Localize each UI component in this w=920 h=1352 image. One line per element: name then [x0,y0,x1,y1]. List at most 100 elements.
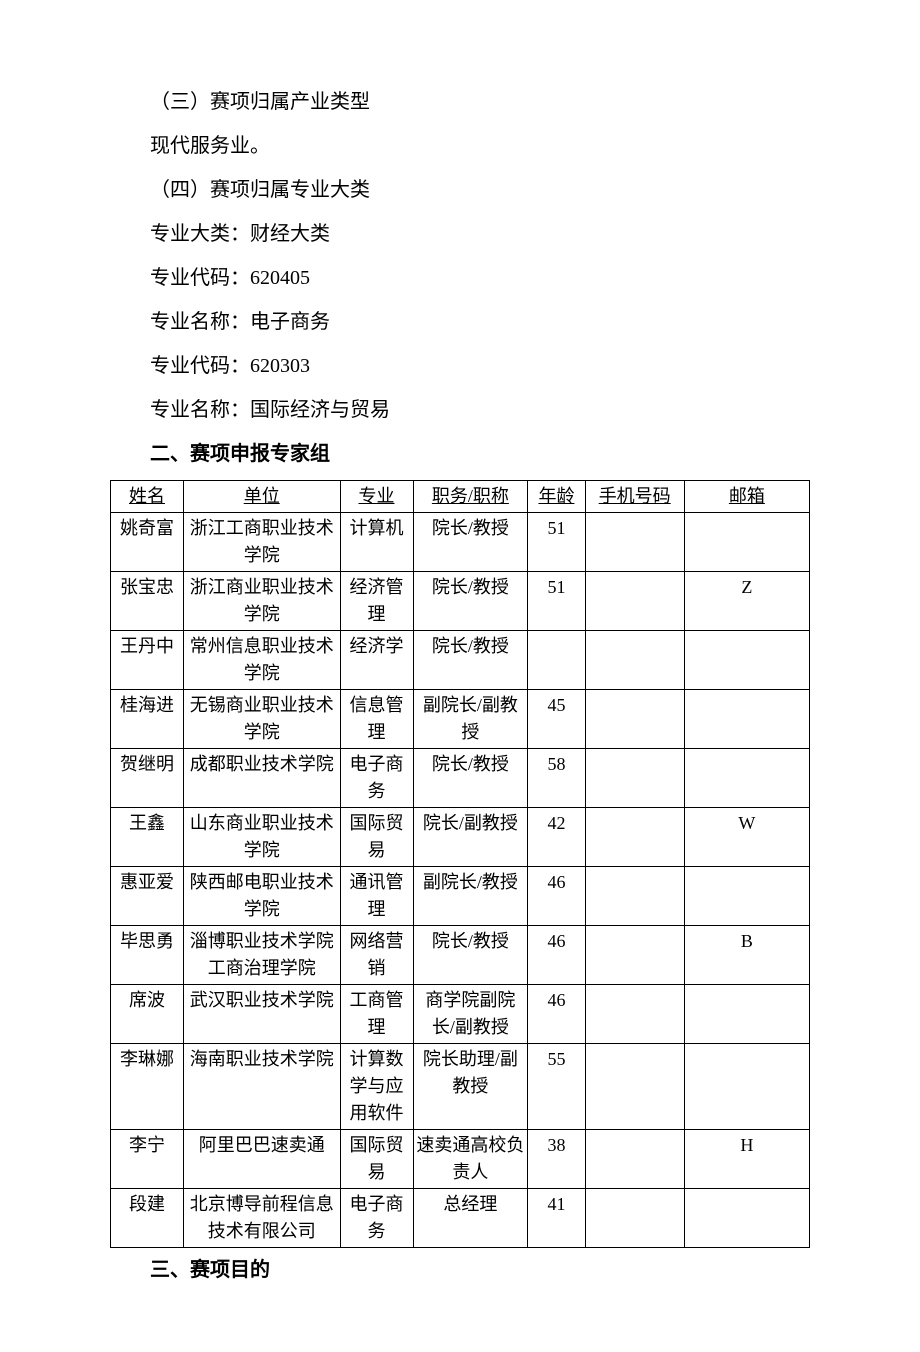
td-email [684,631,809,690]
para-major-category-heading: （四）赛项归属专业大类 [110,168,810,212]
td-title: 副院长/副教授 [413,690,528,749]
td-phone [585,926,684,985]
td-title: 速卖通高校负责人 [413,1130,528,1189]
th-phone: 手机号码 [585,481,684,513]
td-name: 段建 [111,1189,184,1248]
td-unit: 无锡商业职业技术学院 [184,690,340,749]
td-email [684,1189,809,1248]
para-major-code-2: 专业代码：620303 [110,344,810,388]
td-phone [585,808,684,867]
td-title: 院长/副教授 [413,808,528,867]
td-unit: 成都职业技术学院 [184,749,340,808]
td-email: Z [684,572,809,631]
td-phone [585,749,684,808]
td-unit: 淄博职业技术学院工商治理学院 [184,926,340,985]
table-row: 贺继明成都职业技术学院电子商务院长/教授58 [111,749,810,808]
td-age: 46 [528,985,585,1044]
td-name: 毕思勇 [111,926,184,985]
td-name: 贺继明 [111,749,184,808]
td-age: 55 [528,1044,585,1130]
table-row: 李宁阿里巴巴速卖通国际贸易速卖通高校负责人38H [111,1130,810,1189]
td-name: 姚奇富 [111,513,184,572]
section-heading-3: 三、赛项目的 [110,1248,810,1292]
th-major: 专业 [340,481,413,513]
td-major: 国际贸易 [340,808,413,867]
table-row: 王丹中常州信息职业技术学院经济学院长/教授 [111,631,810,690]
td-phone [585,1189,684,1248]
td-phone [585,1044,684,1130]
table-row: 李琳娜海南职业技术学院计算数学与应用软件院长助理/副教授55 [111,1044,810,1130]
td-email [684,1044,809,1130]
td-name: 李宁 [111,1130,184,1189]
td-major: 经济管理 [340,572,413,631]
table-row: 毕思勇淄博职业技术学院工商治理学院网络营销院长/教授46B [111,926,810,985]
td-email [684,690,809,749]
th-email: 邮箱 [684,481,809,513]
td-title: 商学院副院长/副教授 [413,985,528,1044]
table-row: 王鑫山东商业职业技术学院国际贸易院长/副教授42 W [111,808,810,867]
expert-table: 姓名 单位 专业 职务/职称 年龄 手机号码 邮箱 姚奇富浙江工商职业技术学院计… [110,480,810,1248]
td-age: 45 [528,690,585,749]
td-major: 工商管理 [340,985,413,1044]
td-unit: 陕西邮电职业技术学院 [184,867,340,926]
td-name: 张宝忠 [111,572,184,631]
th-unit: 单位 [184,481,340,513]
td-major: 电子商务 [340,749,413,808]
td-name: 惠亚爱 [111,867,184,926]
td-email: W [684,808,809,867]
td-phone [585,985,684,1044]
td-age: 41 [528,1189,585,1248]
td-title: 院长/教授 [413,926,528,985]
table-row: 段建北京博导前程信息技术有限公司电子商务总经理41 [111,1189,810,1248]
td-unit: 常州信息职业技术学院 [184,631,340,690]
section-heading-2: 二、赛项申报专家组 [110,432,810,476]
td-title: 院长/教授 [413,572,528,631]
para-industry-type-heading: （三）赛项归属产业类型 [110,80,810,124]
table-row: 桂海进无锡商业职业技术学院信息管理副院长/副教授45 [111,690,810,749]
td-phone [585,572,684,631]
td-phone [585,1130,684,1189]
td-age: 42 [528,808,585,867]
para-industry-type-value: 现代服务业。 [110,124,810,168]
td-phone [585,867,684,926]
td-age: 58 [528,749,585,808]
td-unit: 山东商业职业技术学院 [184,808,340,867]
td-major: 信息管理 [340,690,413,749]
td-name: 桂海进 [111,690,184,749]
td-unit: 北京博导前程信息技术有限公司 [184,1189,340,1248]
td-title: 院长/教授 [413,631,528,690]
td-unit: 阿里巴巴速卖通 [184,1130,340,1189]
td-title: 总经理 [413,1189,528,1248]
td-age: 38 [528,1130,585,1189]
td-age: 51 [528,572,585,631]
td-title: 副院长/教授 [413,867,528,926]
para-major-category: 专业大类：财经大类 [110,212,810,256]
td-unit: 浙江商业职业技术学院 [184,572,340,631]
td-title: 院长/教授 [413,513,528,572]
td-title: 院长/教授 [413,749,528,808]
td-name: 李琳娜 [111,1044,184,1130]
td-unit: 武汉职业技术学院 [184,985,340,1044]
td-age: 46 [528,867,585,926]
td-major: 计算数学与应用软件 [340,1044,413,1130]
td-unit: 浙江工商职业技术学院 [184,513,340,572]
table-row: 席波武汉职业技术学院工商管理商学院副院长/副教授46 [111,985,810,1044]
td-age [528,631,585,690]
th-title: 职务/职称 [413,481,528,513]
td-name: 王丹中 [111,631,184,690]
td-email [684,867,809,926]
table-header-row: 姓名 单位 专业 职务/职称 年龄 手机号码 邮箱 [111,481,810,513]
td-name: 王鑫 [111,808,184,867]
td-major: 通讯管理 [340,867,413,926]
td-email: H [684,1130,809,1189]
td-major: 经济学 [340,631,413,690]
para-major-name-1: 专业名称：电子商务 [110,300,810,344]
td-email: B [684,926,809,985]
para-major-name-2: 专业名称：国际经济与贸易 [110,388,810,432]
td-phone [585,631,684,690]
td-major: 电子商务 [340,1189,413,1248]
td-email [684,513,809,572]
td-email [684,749,809,808]
document-page: （三）赛项归属产业类型 现代服务业。 （四）赛项归属专业大类 专业大类：财经大类… [0,0,920,1352]
td-age: 46 [528,926,585,985]
